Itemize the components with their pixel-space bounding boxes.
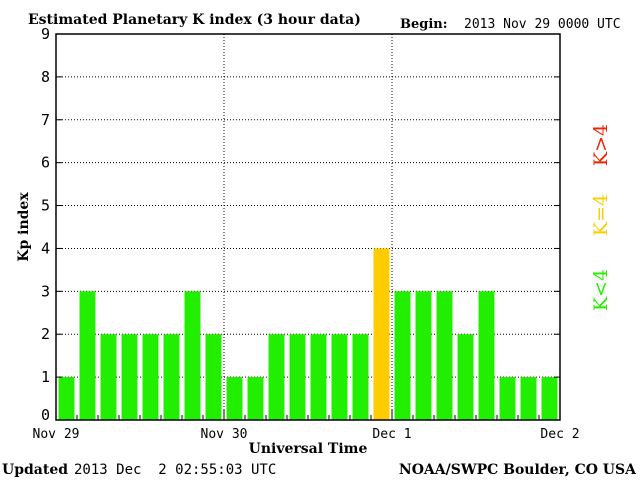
kp-bar — [79, 291, 96, 420]
legend-item: K<4 — [590, 269, 612, 311]
y-tick-label: 5 — [41, 197, 50, 215]
y-tick-label: 9 — [41, 25, 50, 43]
kp-bar — [415, 291, 432, 420]
y-tick-label: 7 — [41, 111, 50, 129]
kp-bar — [268, 334, 285, 420]
kp-bar — [226, 377, 243, 420]
x-tick-label: Nov 30 — [201, 427, 248, 442]
kp-bar — [520, 377, 537, 420]
kp-bar — [100, 334, 117, 420]
kp-bar — [331, 334, 348, 420]
kp-bar — [142, 334, 159, 420]
kp-bar — [163, 334, 180, 420]
begin-label: Begin: — [400, 17, 448, 32]
legend: K<4 K=4 K>4 — [590, 124, 612, 311]
x-axis-title: Universal Time — [249, 441, 368, 457]
chart-title: Estimated Planetary K index (3 hour data… — [28, 12, 361, 28]
y-tick-label: 4 — [41, 239, 50, 257]
kp-bar — [310, 334, 327, 420]
bars — [58, 248, 558, 420]
y-axis-title: Kp index — [16, 192, 32, 262]
updated-value: 2013 Dec 2 02:55:03 UTC — [74, 462, 276, 478]
y-tick-label: 6 — [41, 154, 50, 172]
x-tick-label: Dec 1 — [372, 427, 411, 442]
x-ticks: Nov 29 Nov 30 Dec 1 Dec 2 — [33, 410, 580, 442]
x-tick-label: Dec 2 — [540, 427, 579, 442]
legend-item: K=4 — [590, 194, 612, 236]
kp-bar — [478, 291, 495, 420]
updated-label: Updated — [2, 462, 68, 478]
y-tick-label: 1 — [41, 368, 50, 386]
legend-item: K>4 — [590, 124, 612, 166]
y-tick-label: 3 — [41, 282, 50, 300]
begin-value: 2013 Nov 29 0000 UTC — [464, 17, 621, 32]
kp-bar — [58, 377, 75, 420]
kp-bar — [289, 334, 306, 420]
kp-bar — [436, 291, 453, 420]
y-ticks: 0 1 2 3 4 5 6 7 8 9 — [41, 25, 560, 424]
kp-bar — [352, 334, 369, 420]
plot-frame — [55, 33, 561, 421]
grid-lines — [56, 34, 560, 420]
source-credit: NOAA/SWPC Boulder, CO USA — [399, 462, 637, 478]
kp-bar — [247, 377, 264, 420]
y-tick-label: 8 — [41, 68, 50, 86]
kp-bar — [394, 291, 411, 420]
kp-bar — [373, 248, 390, 420]
kp-bar — [499, 377, 516, 420]
kp-bar — [457, 334, 474, 420]
y-tick-label: 2 — [41, 325, 50, 343]
x-tick-label: Nov 29 — [33, 427, 80, 442]
kp-bar — [205, 334, 222, 420]
kp-bar — [184, 291, 201, 420]
y-tick-label: 0 — [41, 406, 50, 424]
kp-bar — [541, 377, 558, 420]
kp-bar — [121, 334, 138, 420]
